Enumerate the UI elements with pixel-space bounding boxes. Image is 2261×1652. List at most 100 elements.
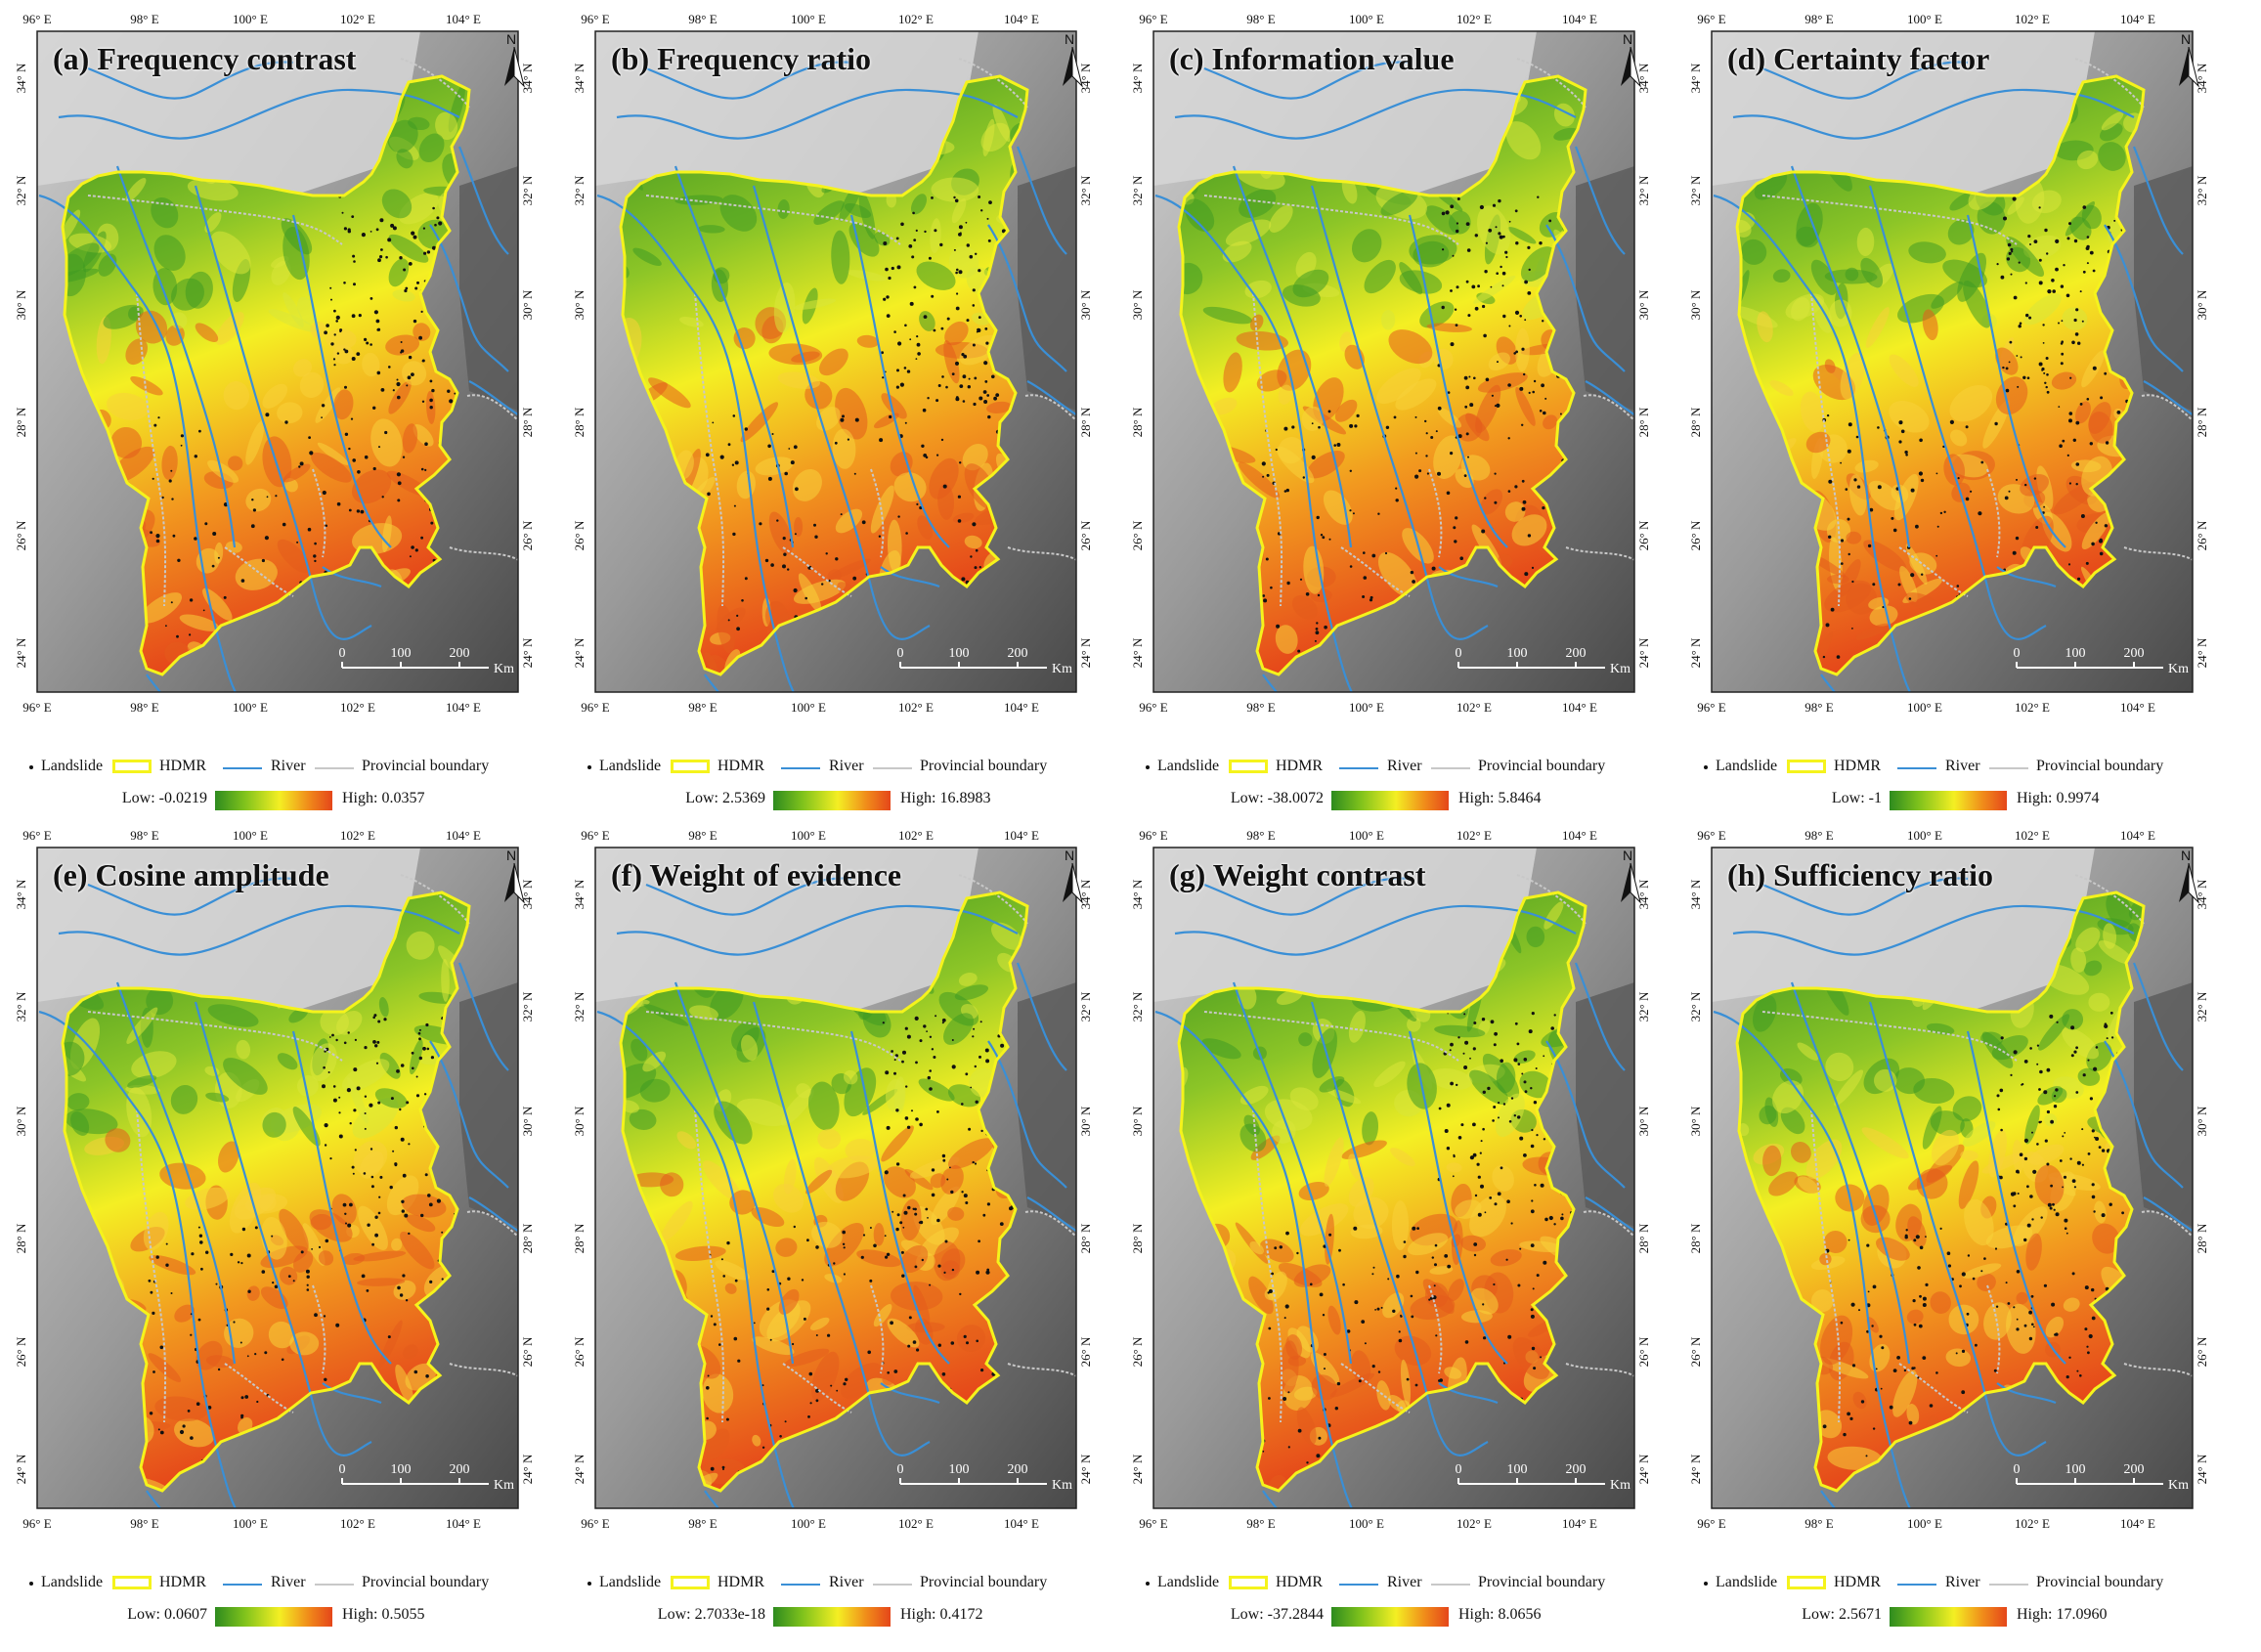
basin-area xyxy=(459,982,518,1227)
hdmr-outline xyxy=(61,74,471,676)
plateau-area xyxy=(1712,848,2095,1012)
latitude-label: 26° N xyxy=(572,520,587,550)
river-line xyxy=(1438,566,1499,588)
latitude-label: 24° N xyxy=(1078,637,1093,668)
river-line xyxy=(880,1382,940,1405)
scale-bar: 0 100 200 Km xyxy=(339,1462,515,1493)
latitude-label: 24° N xyxy=(1078,1454,1093,1484)
landslide-symbol xyxy=(1146,765,1150,769)
river-line xyxy=(1154,194,1353,692)
legend-provincial-boundary-label: Provincial boundary xyxy=(1478,758,1606,774)
river-line xyxy=(1026,1196,1076,1233)
longitude-label: 96° E xyxy=(581,12,609,26)
susceptibility-color-scale: Low: 0.0607 High: 0.5055 xyxy=(0,1606,552,1630)
latitude-label: 28° N xyxy=(1078,407,1093,437)
scale-bar-tick-label: 200 xyxy=(1566,646,1587,661)
north-label: N xyxy=(506,31,517,47)
map-frame-border xyxy=(36,30,519,693)
latitude-label: 24° N xyxy=(2195,637,2209,668)
provincial-boundary-line xyxy=(136,1109,167,1423)
legend-landslide-label: Landslide xyxy=(1716,758,1778,774)
latitude-label: 32° N xyxy=(1688,175,1703,205)
latitude-label: 24° N xyxy=(520,637,535,668)
longitude-label: 100° E xyxy=(1349,1516,1384,1531)
provincial-boundary-line xyxy=(1898,1363,1969,1413)
legend-provincial-boundary-label: Provincial boundary xyxy=(2036,1574,2164,1590)
latitude-label: 24° N xyxy=(14,1454,28,1484)
provincial-boundary-line xyxy=(1428,468,1443,558)
longitude-label: 100° E xyxy=(1907,12,1942,26)
longitude-label: 104° E xyxy=(1004,700,1039,715)
provincial-boundary-line xyxy=(782,546,852,597)
scale-bar: 0 100 200 Km xyxy=(897,1462,1073,1493)
legend-river-label: River xyxy=(829,1574,864,1590)
provincial-boundary-line xyxy=(1252,1109,1283,1423)
north-arrow-shape xyxy=(2179,47,2199,88)
river-symbol xyxy=(223,767,262,769)
latitude-label: 32° N xyxy=(1636,175,1651,205)
longitude-label: 98° E xyxy=(688,1516,717,1531)
panel-title: (f) Weight of evidence xyxy=(611,857,902,892)
map-panel-f: 96° E 96° E 98° E 98° E 100° E 100° E 102° E 10… xyxy=(558,816,1110,1632)
plateau-area xyxy=(1153,848,1537,1012)
longitude-label: 102° E xyxy=(340,1516,375,1531)
legend-hdmr-label: HDMR xyxy=(1834,1574,1882,1590)
river-line xyxy=(1310,1001,1489,1456)
north-arrow-shape xyxy=(504,863,525,904)
longitude-label: 98° E xyxy=(1804,1516,1833,1531)
latitude-label: 28° N xyxy=(1130,1223,1145,1253)
longitude-label: 96° E xyxy=(22,1516,51,1531)
river-line xyxy=(1966,214,2066,548)
scale-bar-tick-label: 100 xyxy=(1507,646,1528,661)
longitude-label: 104° E xyxy=(2120,828,2155,843)
plateau-area xyxy=(37,31,420,196)
landslide-symbol xyxy=(29,1582,33,1586)
latitude-label: 24° N xyxy=(1130,637,1145,668)
provincial-boundary-line xyxy=(958,58,1028,109)
provincial-boundary-symbol xyxy=(873,767,912,769)
north-label: N xyxy=(1623,31,1633,47)
river-line xyxy=(1996,1382,2057,1405)
scale-bar-tick-label: 200 xyxy=(450,646,470,661)
latitude-label: 32° N xyxy=(520,991,535,1022)
scale-bar-tick-label: 100 xyxy=(1507,1462,1528,1477)
map-panel-e: 96° E 96° E 98° E 98° E 100° E 100° E 102° E 10… xyxy=(0,816,552,1632)
provincial-boundary-line xyxy=(958,874,1028,925)
latitude-label: 30° N xyxy=(2195,289,2209,320)
latitude-label: 24° N xyxy=(14,637,28,668)
susceptibility-map: 96° E 96° E 98° E 98° E 100° E 100° E 102° E 10… xyxy=(572,828,1093,1531)
plateau-area xyxy=(1153,31,1537,196)
longitude-label: 98° E xyxy=(1246,828,1275,843)
latitude-label: 26° N xyxy=(520,1336,535,1367)
scale-bar-tick-label: 200 xyxy=(1008,1462,1028,1477)
latitude-label: 34° N xyxy=(14,879,28,909)
map-frame-border xyxy=(1152,847,1635,1509)
latitude-label: 24° N xyxy=(1130,1454,1145,1484)
scale-high-label: High: 0.9974 xyxy=(2017,790,2100,806)
legend-landslide-label: Landslide xyxy=(41,758,104,774)
color-ramp xyxy=(773,791,891,810)
longitude-label: 104° E xyxy=(446,700,481,715)
scale-low-label: Low: 2.5369 xyxy=(685,790,765,806)
latitude-label: 32° N xyxy=(1636,991,1651,1022)
latitude-label: 28° N xyxy=(1078,1223,1093,1253)
north-label: N xyxy=(506,848,517,863)
color-ramp xyxy=(215,791,332,810)
scale-low-label: Low: -38.0072 xyxy=(1230,790,1324,806)
river-line xyxy=(115,981,237,1365)
color-ramp xyxy=(215,1607,332,1627)
scale-bar-tick-label: 200 xyxy=(1008,646,1028,661)
river-line xyxy=(322,1382,382,1405)
provincial-boundary-line xyxy=(1810,1109,1842,1423)
legend-river-label: River xyxy=(271,758,306,774)
north-arrow-shape xyxy=(2179,863,2199,904)
longitude-label: 98° E xyxy=(1804,828,1833,843)
longitude-label: 100° E xyxy=(1349,700,1384,715)
river-line xyxy=(58,88,460,140)
map-legend: Landslide HDMR River Provincial boundary xyxy=(558,758,1110,781)
north-arrow-icon: N xyxy=(2176,31,2201,90)
map-legend: Landslide HDMR River Provincial boundary xyxy=(1674,1574,2227,1597)
river-line xyxy=(87,61,294,100)
latitude-label: 24° N xyxy=(2195,1454,2209,1484)
river-symbol xyxy=(1897,1584,1936,1586)
